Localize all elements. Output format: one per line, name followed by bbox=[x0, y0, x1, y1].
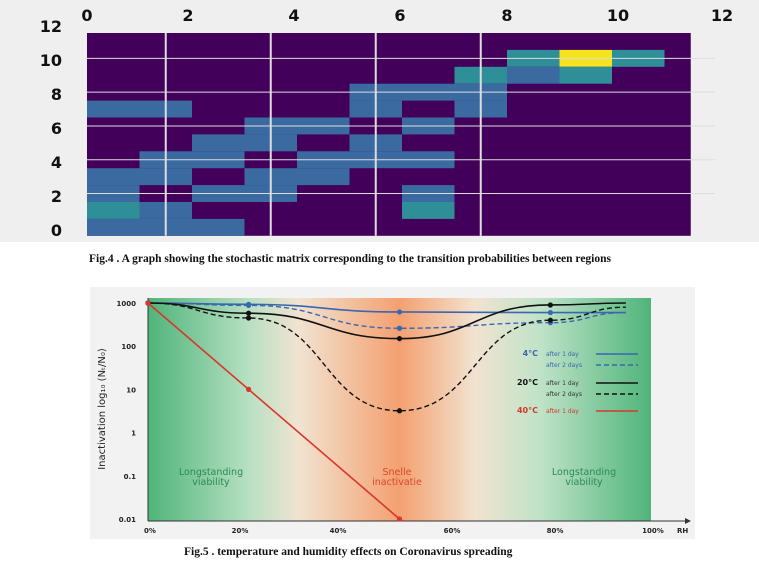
zone-mid-line2: inactivatie bbox=[372, 477, 422, 488]
heatmap-y-tick-label: 8 bbox=[51, 85, 62, 104]
series-line bbox=[147, 302, 626, 329]
x-tick-label: 60% bbox=[444, 527, 461, 535]
heatmap-x-tick-label: 12 bbox=[711, 6, 733, 25]
heatmap-y-tick-label: 4 bbox=[51, 153, 62, 172]
heatmap-y-tick-label: 0 bbox=[51, 221, 62, 240]
heatmap-cell bbox=[297, 168, 350, 186]
heatmap-cell bbox=[507, 66, 560, 84]
heatmap-cell bbox=[87, 218, 140, 236]
heatmap-x-tick-label: 4 bbox=[288, 6, 299, 25]
heatmap-x-tick-label: 0 bbox=[81, 6, 92, 25]
x-tick-label: 100% bbox=[642, 527, 664, 535]
heatmap-cell bbox=[192, 218, 245, 236]
legend-temperature: 20°C bbox=[517, 378, 538, 387]
series-point bbox=[396, 408, 403, 414]
heatmap-x-tick-label: 6 bbox=[394, 6, 405, 25]
legend-temperature: 40°C bbox=[517, 406, 538, 415]
heatmap-x-tick-label: 8 bbox=[501, 6, 512, 25]
series-point bbox=[246, 315, 252, 321]
series-point bbox=[246, 302, 252, 308]
y-tick-label: 1000 bbox=[117, 300, 137, 308]
heatmap-cell bbox=[559, 66, 612, 84]
zone-right-line2: viability bbox=[565, 477, 603, 488]
series-point bbox=[145, 300, 151, 306]
heatmap-x-tick-label: 2 bbox=[182, 6, 193, 25]
heatmap-y-tick-label: 12 bbox=[40, 17, 62, 36]
legend-note: after 1 day bbox=[546, 380, 579, 387]
stochastic-matrix-heatmap: 0 2 4 6 8 10 12 0 2 4 6 8 10 12 bbox=[0, 0, 759, 242]
legend-note: after 2 days bbox=[546, 391, 582, 398]
series-point bbox=[547, 317, 553, 323]
y-tick-label: 0.1 bbox=[124, 473, 137, 481]
zone-left-line2: viability bbox=[192, 477, 230, 488]
series-point bbox=[396, 325, 403, 331]
y-axis-label: Inactivation log₁₀ (Nₜ/N₀) bbox=[97, 348, 108, 470]
x-tick-label: 0% bbox=[144, 527, 156, 535]
zone-right-line1: Longstanding bbox=[552, 467, 616, 478]
x-axis-arrow bbox=[685, 518, 691, 524]
fig5-caption: Fig.5 . temperature and humidity effects… bbox=[184, 546, 513, 558]
heatmap-y-tick-label: 6 bbox=[51, 119, 62, 138]
heatmap-cell bbox=[87, 100, 140, 118]
legend-note: after 1 day bbox=[546, 351, 579, 358]
legend-note: after 1 day bbox=[546, 408, 579, 415]
heatmap-cell bbox=[87, 202, 140, 219]
y-tick-label: 0.01 bbox=[119, 516, 136, 524]
y-tick-label: 100 bbox=[121, 343, 136, 351]
series-point bbox=[396, 335, 403, 342]
fig4-caption: Fig.4 . A graph showing the stochastic m… bbox=[89, 253, 611, 265]
series-point bbox=[396, 309, 403, 315]
temperature-humidity-chart: Inactivation log₁₀ (Nₜ/N₀) 1000 100 10 1 0.1… bbox=[90, 287, 695, 539]
heatmap-y-tick-label: 2 bbox=[51, 187, 62, 206]
series-point bbox=[547, 302, 553, 308]
heatmap-x-tick-label: 10 bbox=[607, 6, 629, 25]
zone-label-mid: Snelle inactivatie bbox=[372, 467, 422, 488]
series-point bbox=[547, 309, 553, 316]
zone-left-line1: Longstanding bbox=[179, 467, 243, 478]
x-tick-label: 80% bbox=[547, 527, 564, 535]
heatmap-cell bbox=[87, 168, 140, 186]
series-point bbox=[246, 386, 252, 392]
series-point bbox=[246, 310, 252, 316]
y-tick-label: 1 bbox=[131, 430, 136, 438]
zone-label-left: Longstanding viability bbox=[179, 467, 243, 488]
heatmap-cell bbox=[192, 134, 245, 152]
x-axis-unit: RH bbox=[677, 527, 688, 535]
x-tick-label: 40% bbox=[330, 527, 347, 535]
heatmap-cell bbox=[402, 202, 455, 219]
legend-temperature: 4°C bbox=[523, 349, 539, 358]
zone-mid-line1: Snelle bbox=[382, 467, 411, 478]
series-point bbox=[396, 516, 403, 522]
x-tick-label: 20% bbox=[232, 527, 249, 535]
y-tick-label: 10 bbox=[126, 386, 136, 394]
legend-note: after 2 days bbox=[546, 362, 582, 369]
series-line bbox=[147, 302, 626, 412]
zone-label-right: Longstanding viability bbox=[552, 467, 616, 488]
heatmap-y-tick-label: 10 bbox=[40, 51, 62, 70]
